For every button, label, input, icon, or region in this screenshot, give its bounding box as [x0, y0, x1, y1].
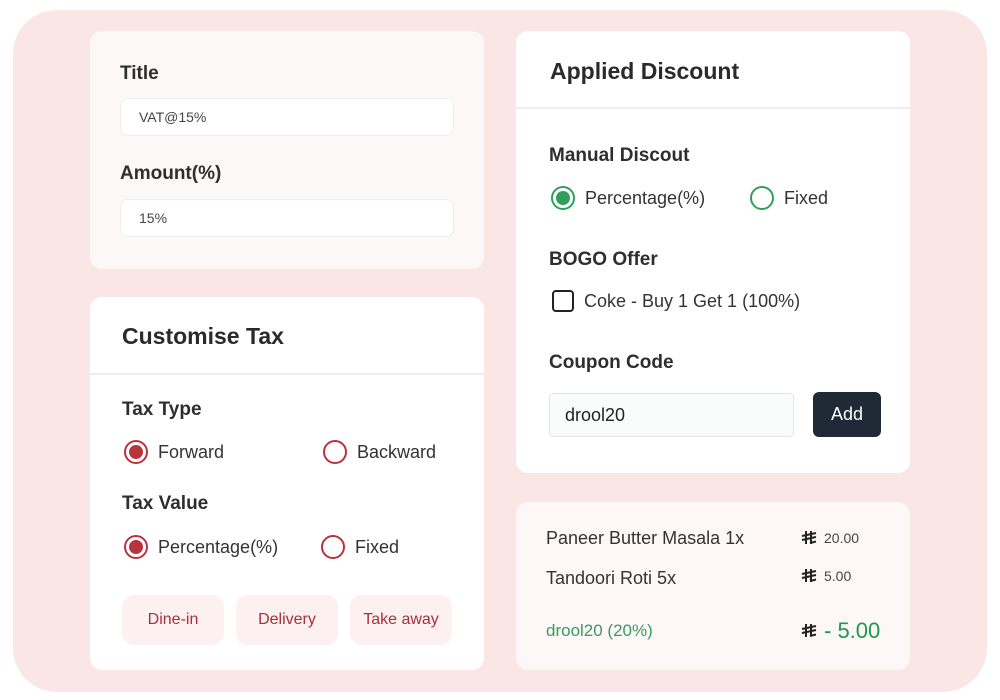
radio-backward[interactable]: Backward [323, 440, 436, 464]
radio-forward[interactable]: Forward [124, 440, 224, 464]
bogo-item-label: Coke - Buy 1 Get 1 (100%) [584, 290, 801, 311]
item-price: 20.00 [800, 530, 859, 546]
discount-label: drool20 (20%) [546, 621, 653, 640]
radio-label: Fixed [784, 187, 829, 208]
radio-unselected-icon [750, 186, 774, 210]
radio-fixed[interactable]: Fixed [321, 535, 399, 559]
discount-row: drool20 (20%) [546, 621, 880, 641]
tax-type-label: Tax Type [122, 399, 202, 420]
applied-discount-card: Applied Discount Manual Discout Percenta… [516, 31, 910, 473]
radio-unselected-icon [323, 440, 347, 464]
summary-row: Paneer Butter Masala 1x [546, 528, 880, 549]
radio-discount-fixed[interactable]: Fixed [750, 186, 828, 210]
title-label: Title [120, 63, 159, 84]
take-away-button[interactable]: Take away [350, 595, 452, 645]
radio-label: Percentage(%) [158, 536, 279, 557]
bogo-label: BOGO Offer [549, 249, 658, 270]
title-input[interactable]: VAT@15% [120, 98, 454, 136]
applied-discount-heading: Applied Discount [516, 31, 910, 109]
coupon-input[interactable]: drool20 [549, 393, 794, 437]
order-summary-card: Paneer Butter Masala 1x 20.00 Tandoori R… [516, 502, 910, 670]
item-price: 5.00 [800, 568, 851, 584]
amount-input[interactable]: 15% [120, 199, 454, 237]
add-coupon-button[interactable]: Add [813, 392, 881, 437]
radio-selected-icon [551, 186, 575, 210]
radio-label: Fixed [355, 536, 400, 557]
radio-selected-icon [124, 535, 148, 559]
discount-amount: - 5.00 [800, 618, 880, 644]
item-name: Tandoori Roti 5x [546, 568, 677, 588]
amount-label: Amount(%) [120, 163, 222, 184]
checkbox-icon [552, 290, 574, 312]
radio-label: Forward [158, 441, 225, 462]
radio-discount-percentage[interactable]: Percentage(%) [551, 186, 705, 210]
tax-form-card: Title VAT@15% Amount(%) 15% [90, 31, 484, 269]
saudi-riyal-icon [801, 624, 817, 637]
saudi-riyal-icon [801, 569, 817, 582]
saudi-riyal-icon [801, 531, 817, 544]
radio-unselected-icon [321, 535, 345, 559]
radio-percentage[interactable]: Percentage(%) [124, 535, 278, 559]
radio-selected-icon [124, 440, 148, 464]
coupon-label: Coupon Code [549, 352, 674, 373]
discount-value: - 5.00 [824, 618, 881, 643]
tax-value-label: Tax Value [122, 493, 209, 514]
item-name: Paneer Butter Masala 1x [546, 528, 745, 548]
delivery-button[interactable]: Delivery [236, 595, 338, 645]
summary-row: Tandoori Roti 5x [546, 568, 880, 589]
radio-label: Backward [357, 441, 437, 462]
radio-label: Percentage(%) [585, 187, 706, 208]
price-value: 20.00 [824, 530, 860, 546]
bogo-checkbox[interactable]: Coke - Buy 1 Get 1 (100%) [552, 290, 800, 312]
price-value: 5.00 [824, 568, 852, 584]
customise-tax-heading: Customise Tax [90, 297, 484, 375]
customise-tax-card: Customise Tax Tax Type Forward Backward … [90, 297, 484, 670]
manual-discount-label: Manual Discout [549, 145, 690, 166]
dine-in-button[interactable]: Dine-in [122, 595, 224, 645]
